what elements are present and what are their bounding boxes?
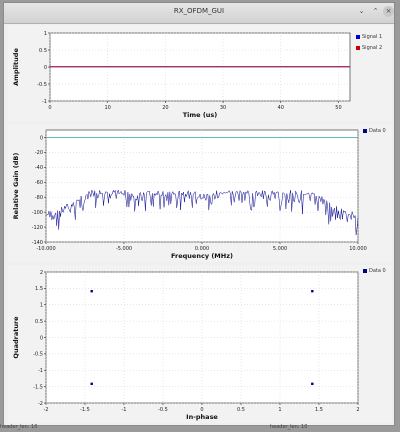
x-tick-label: 0	[200, 407, 203, 413]
y-tick-label: -0.5	[33, 352, 43, 358]
window-title: RX_OFDM_GUI	[173, 7, 225, 15]
maximize-icon[interactable]: ⌃	[372, 7, 379, 15]
y-tick-label: -80	[35, 195, 43, 201]
legend-signal-2: Signal 2	[356, 45, 382, 51]
x-tick-label: 50	[335, 105, 341, 111]
x-tick-label: 40	[278, 105, 284, 111]
legend-label: Data 0	[369, 268, 386, 274]
close-icon[interactable]: ×	[383, 6, 394, 17]
y-tick-label: 0	[40, 335, 43, 341]
frequency-plot-panel: -10.000 -5.000 0.000 5.000 10.000 0 -20 -40 -60 -…	[8, 124, 392, 262]
constellation-plot[interactable]: -2 -1.5 -1 -0.5 0 0.5 1 1.5 2 2 1.5 1 0.5 0 -0.5 -1 -1.5…	[8, 265, 392, 423]
legend-data-0: Data 0	[363, 268, 386, 274]
constellation-point	[311, 382, 314, 386]
y-tick-label: 1	[40, 303, 43, 309]
frequency-plot[interactable]: -10.000 -5.000 0.000 5.000 10.000 0 -20 -40 -60 -…	[8, 124, 392, 262]
y-tick-label: -1	[42, 99, 47, 105]
y-tick-label: -120	[32, 225, 43, 231]
x-axis-label: Time (us)	[183, 111, 218, 119]
y-axis-label: Amplitude	[12, 48, 20, 86]
x-tick-label: -1.5	[80, 407, 90, 413]
x-tick-label: 1.5	[315, 407, 323, 413]
x-tick-label: 0.5	[237, 407, 245, 413]
constellation-plot-panel: -2 -1.5 -1 -0.5 0 0.5 1 1.5 2 2 1.5 1 0.5 0 -0.5 -1 -1.5…	[8, 265, 392, 423]
constellation-point	[90, 289, 93, 293]
legend-swatch-data-0	[363, 129, 367, 133]
x-tick-label: -5.000	[116, 246, 132, 252]
status-text-right: header_len: 10	[270, 424, 308, 430]
y-axis-label: Quadrature	[12, 316, 20, 359]
x-tick-label: 1	[278, 407, 281, 413]
legend-swatch-signal-1	[356, 35, 360, 39]
y-tick-label: 1.5	[35, 286, 43, 292]
constellation-point	[311, 289, 314, 293]
legend-label: Data 0	[369, 128, 386, 134]
legend-swatch-signal-2	[356, 46, 360, 50]
time-plot[interactable]: 0 10 20 30 40 50 1 0.5 0 -0.5 -1 Time (us) Amplitude	[8, 25, 392, 121]
y-tick-label: -100	[32, 210, 43, 216]
x-tick-label: 0.000	[195, 246, 209, 252]
x-axis-label: In-phase	[186, 413, 218, 421]
x-tick-label: 30	[220, 105, 226, 111]
legend-label: Signal 1	[362, 34, 383, 40]
x-tick-label: 10	[105, 105, 111, 111]
legend-swatch-data-0	[363, 269, 367, 273]
app-window: RX_OFDM_GUI ⌄ ⌃ × 0 10 20 30 40 50 1 0.5 0 -0.5 -1…	[3, 2, 395, 426]
y-tick-label: 0.5	[35, 319, 43, 325]
title-bar[interactable]: RX_OFDM_GUI ⌄ ⌃ ×	[4, 3, 394, 24]
x-tick-label: 20	[162, 105, 168, 111]
x-axis-label: Frequency (MHz)	[171, 252, 233, 260]
y-tick-label: 0.5	[39, 48, 47, 54]
y-tick-label: 1	[44, 31, 47, 37]
y-tick-label: 2	[40, 270, 43, 276]
x-tick-label: -0.5	[158, 407, 168, 413]
legend-label: Signal 2	[362, 45, 383, 51]
legend-signal-1: Signal 1	[356, 34, 382, 40]
x-tick-label: -2	[44, 407, 49, 413]
y-axis-label: Relative Gain (dB)	[12, 153, 20, 220]
time-plot-panel: 0 10 20 30 40 50 1 0.5 0 -0.5 -1 Time (us) Amplitude…	[8, 25, 392, 121]
plot-area	[45, 129, 359, 243]
y-tick-label: -40	[35, 165, 43, 171]
x-tick-label: 10.000	[349, 246, 367, 252]
spectrum-trace	[45, 189, 359, 236]
legend-data-0: Data 0	[363, 128, 386, 134]
y-tick-label: -0.5	[37, 82, 47, 88]
x-tick-label: -1	[122, 407, 127, 413]
y-tick-label: 0	[40, 135, 43, 141]
y-tick-label: -20	[35, 150, 43, 156]
y-tick-label: -1.5	[33, 384, 43, 390]
minimize-icon[interactable]: ⌄	[358, 7, 365, 15]
status-text-left: header_len: 10	[0, 424, 38, 430]
x-tick-label: 2	[356, 407, 359, 413]
y-tick-label: -2	[38, 401, 43, 407]
x-tick-label: 0	[48, 105, 51, 111]
x-tick-label: 5.000	[273, 246, 287, 252]
y-tick-label: -1	[38, 368, 43, 374]
x-tick-label: -10.000	[36, 246, 55, 252]
y-tick-label: 0	[44, 65, 47, 71]
y-tick-label: -60	[35, 180, 43, 186]
y-tick-label: -140	[32, 240, 43, 246]
constellation-point	[90, 382, 93, 386]
